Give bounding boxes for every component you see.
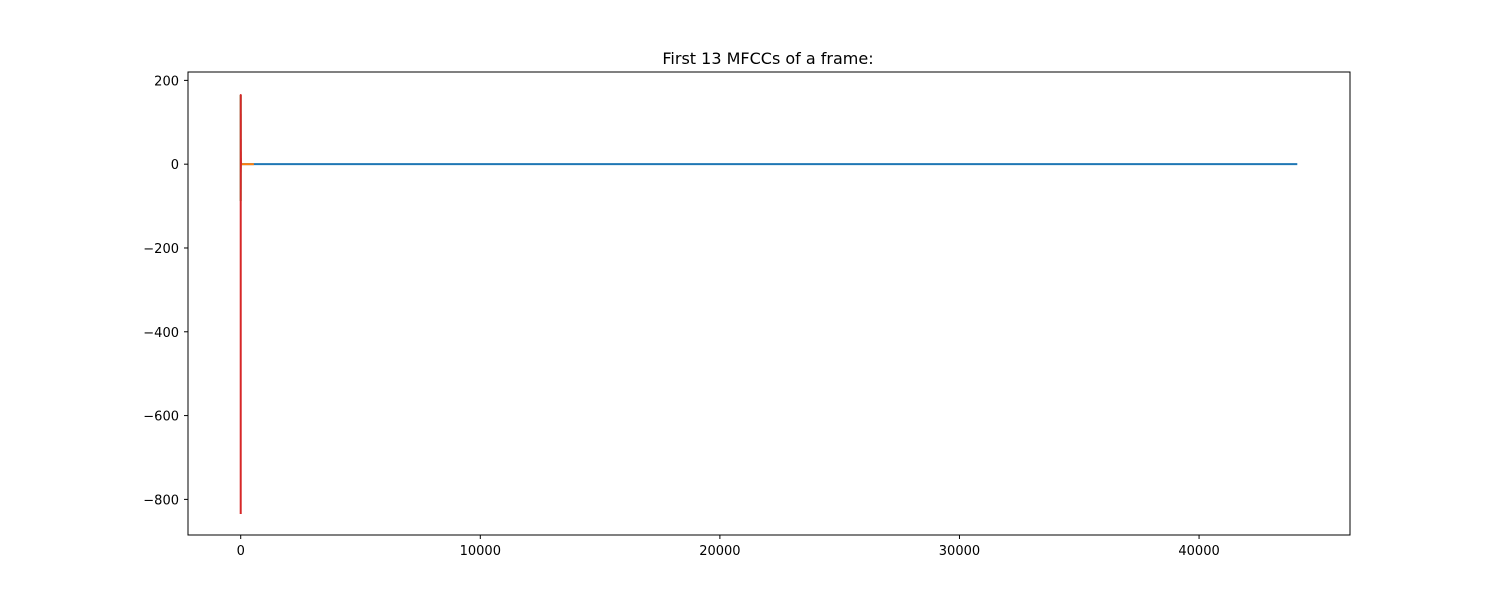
y-tick-label: −600 — [143, 410, 179, 425]
series-layer — [239, 94, 1298, 515]
x-tick-label: 10000 — [460, 544, 501, 559]
x-tick-label: 20000 — [699, 544, 740, 559]
y-tick-label: 200 — [154, 74, 179, 89]
x-tick-label: 30000 — [939, 544, 980, 559]
y-tick-label: −800 — [143, 493, 179, 508]
x-tick-label: 40000 — [1178, 544, 1219, 559]
y-tick-label: −200 — [143, 242, 179, 257]
chart-title: First 13 MFCCs of a frame: — [662, 49, 873, 68]
y-tick-label: 0 — [171, 158, 179, 173]
x-axis: 0 10000 20000 30000 40000 — [237, 535, 1220, 559]
y-tick-label: −400 — [143, 326, 179, 341]
y-axis: 200 0 −200 −400 −600 −800 — [143, 74, 188, 508]
x-tick-label: 0 — [237, 544, 245, 559]
plot-area-frame — [187, 71, 1351, 536]
